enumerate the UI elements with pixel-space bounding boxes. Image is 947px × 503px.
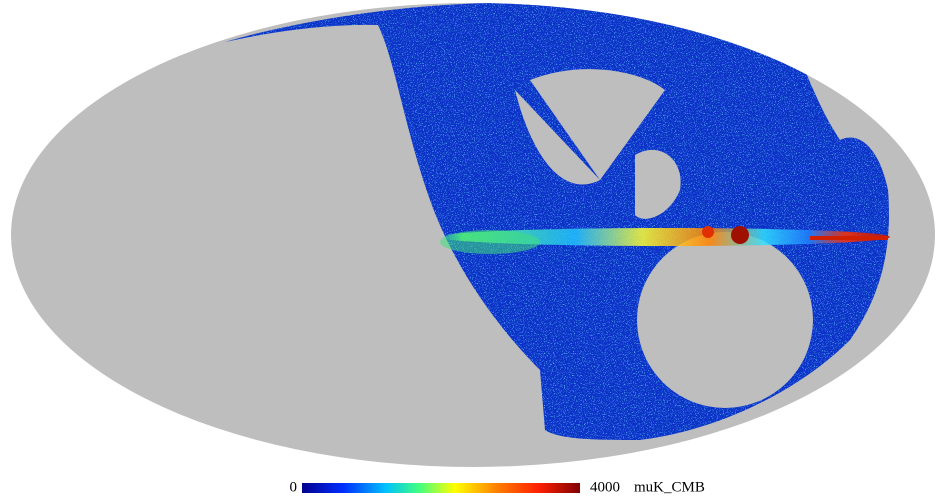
colorbar-scale bbox=[302, 483, 580, 493]
colorbar-min: 0 bbox=[290, 479, 298, 495]
galactic-plane bbox=[440, 228, 890, 246]
observed-region bbox=[225, 3, 890, 440]
masked-region bbox=[635, 149, 681, 219]
masked-region bbox=[515, 90, 600, 185]
masked-region bbox=[530, 69, 665, 180]
galactic-plane bbox=[440, 230, 540, 254]
colorbar-unit: muK_CMB bbox=[634, 479, 705, 495]
bright-source bbox=[810, 236, 888, 240]
masked-region bbox=[637, 232, 813, 408]
colorbar-max: 4000 bbox=[590, 479, 620, 495]
bright-source bbox=[731, 226, 749, 244]
bright-source bbox=[702, 226, 714, 238]
colorbar: 0 4000 muK_CMB bbox=[290, 479, 705, 495]
